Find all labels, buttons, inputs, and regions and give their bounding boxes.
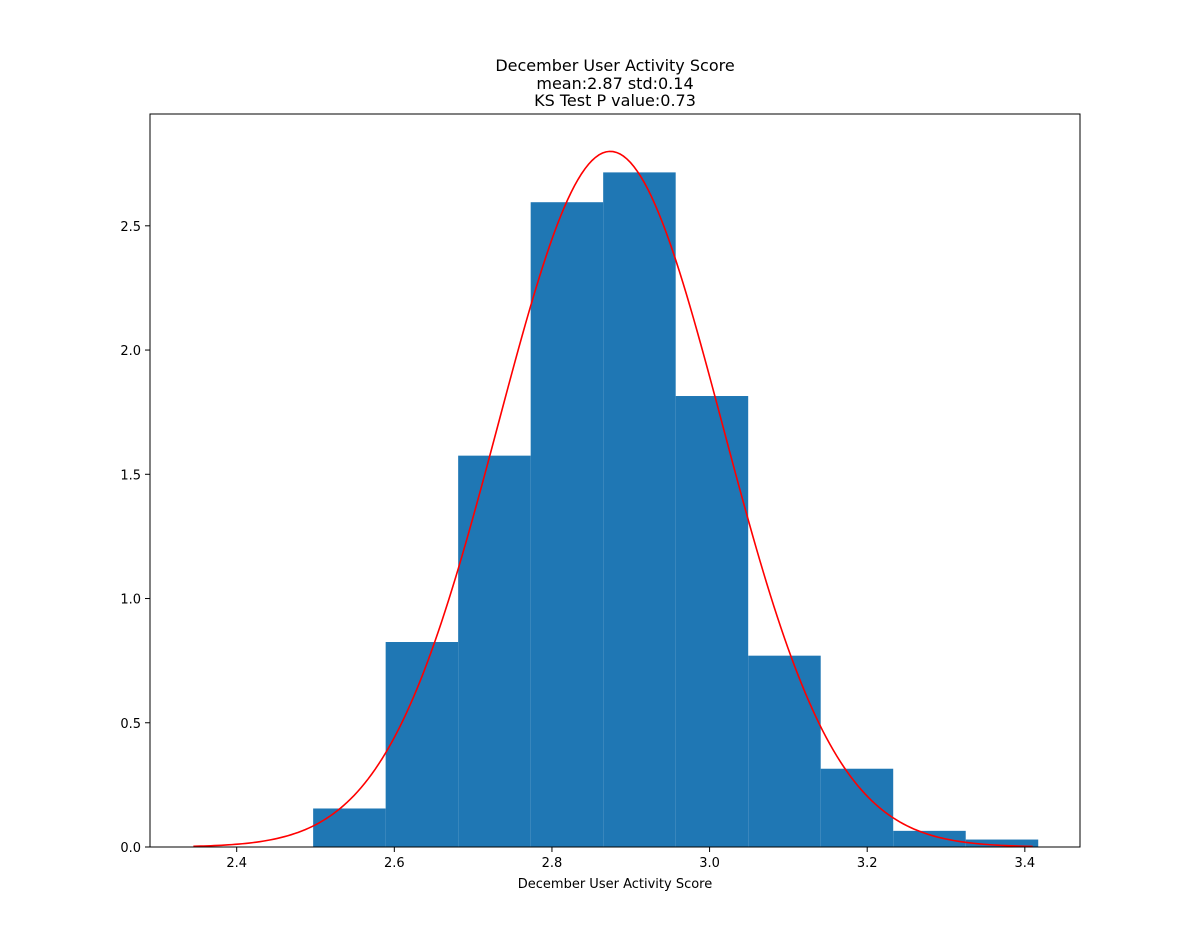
y-tick-label: 1.5 [120, 468, 141, 483]
normal-fit-curve [193, 150, 1033, 848]
x-tick-label: 3.2 [857, 856, 878, 871]
plot-area-frame [149, 113, 1081, 848]
chart-title: December User Activity Score mean:2.87 s… [495, 56, 734, 110]
x-tick-label: 3.4 [1014, 856, 1035, 871]
histogram-bar-1 [313, 808, 386, 847]
x-tick-label: 2.6 [384, 856, 405, 871]
y-tick-label: 0.5 [120, 717, 141, 732]
histogram-bar-5 [603, 172, 676, 847]
histogram-bar-10 [965, 839, 1039, 847]
histogram-bar-7 [748, 655, 821, 847]
y-tick-label: 2.0 [120, 344, 141, 359]
chart-title-line-3: KS Test P value:0.73 [534, 91, 696, 110]
y-tick-label: 0.0 [120, 841, 141, 856]
histogram-bar-2 [385, 642, 459, 847]
x-axis-ticks: 2.4 2.6 2.8 3.0 3.2 3.4 [226, 847, 1035, 871]
histogram-bar-8 [820, 768, 894, 847]
histogram-bar-6 [675, 396, 749, 847]
x-tick-label: 2.8 [542, 856, 563, 871]
x-axis-label: December User Activity Score [518, 877, 712, 892]
histogram-bar-3 [458, 455, 531, 847]
y-axis-ticks: 0.0 0.5 1.0 1.5 2.0 2.5 [120, 220, 150, 856]
x-tick-label: 2.4 [226, 856, 247, 871]
y-tick-label: 2.5 [120, 220, 141, 235]
y-tick-label: 1.0 [120, 593, 141, 608]
x-tick-label: 3.0 [699, 856, 720, 871]
chart-title-line-1: December User Activity Score [495, 56, 734, 75]
histogram-bar-4 [530, 202, 604, 847]
histogram-bars [313, 172, 1039, 847]
chart-title-line-2: mean:2.87 std:0.14 [536, 74, 693, 93]
histogram-bar-9 [893, 830, 966, 847]
